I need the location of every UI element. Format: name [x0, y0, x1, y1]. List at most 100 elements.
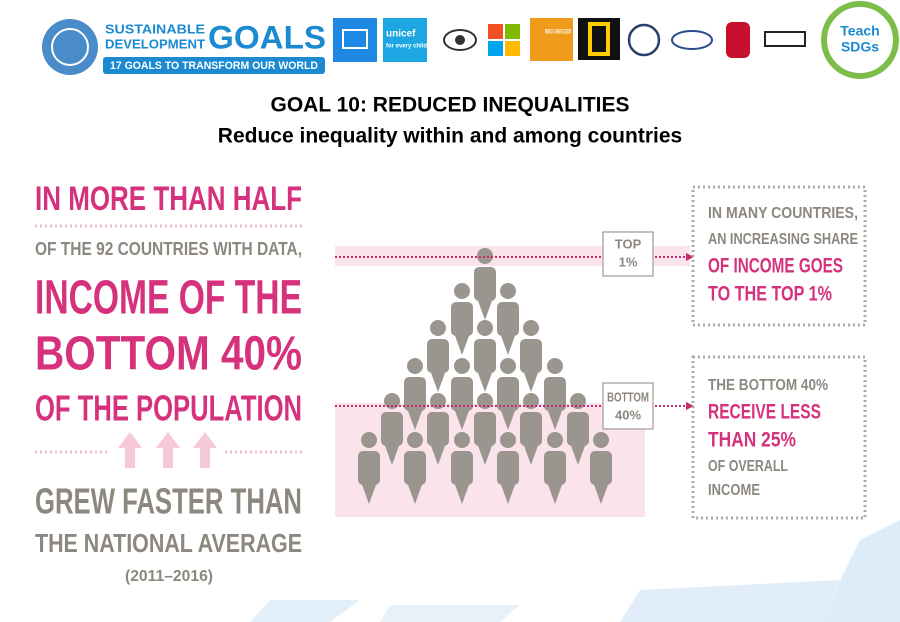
person-part	[427, 412, 449, 446]
person-part	[500, 358, 516, 374]
ms-logo	[488, 24, 503, 39]
person-part	[454, 333, 470, 355]
left-line: GREW FASTER THAN	[35, 481, 302, 522]
box-line: OF INCOME GOES	[708, 255, 843, 278]
bg-shape	[250, 600, 360, 622]
label-text: TOP	[615, 236, 642, 251]
person-part	[570, 393, 586, 409]
person-part	[590, 451, 612, 485]
person-part	[430, 320, 446, 336]
person-part	[497, 451, 519, 485]
logo-bar	[103, 57, 325, 74]
person-part	[474, 339, 496, 373]
person-part	[407, 482, 423, 504]
person-part	[451, 451, 473, 485]
box-line: TO THE TOP 1%	[708, 283, 832, 306]
person-part	[454, 283, 470, 299]
unesco-logo	[342, 29, 368, 49]
label-text: BOTTOM	[607, 389, 649, 404]
un-emblem	[42, 19, 98, 75]
left-line: OF THE POPULATION	[35, 388, 302, 429]
left-line: BOTTOM 40%	[35, 328, 302, 381]
person-part	[570, 443, 586, 465]
person-part	[500, 432, 516, 448]
person-part	[523, 370, 539, 392]
up-arrows	[118, 432, 217, 468]
info-box	[691, 355, 867, 520]
info-box	[691, 185, 867, 327]
logo-text: SUSTAINABLE	[105, 21, 205, 36]
bg-shape	[380, 605, 520, 622]
ms-logo	[505, 41, 520, 56]
unesco-logo	[333, 18, 377, 62]
ms-logo	[505, 24, 520, 39]
person-part	[547, 482, 563, 504]
box-line: THE BOTTOM 40%	[708, 377, 828, 394]
person-part	[497, 302, 519, 336]
bg-shape	[820, 520, 900, 622]
unicef-logo	[383, 18, 427, 62]
person-part	[544, 377, 566, 411]
ms-logo	[488, 41, 503, 56]
person-part	[593, 482, 609, 504]
subtitle: Reduce inequality within and among count…	[218, 125, 682, 148]
person-part	[384, 443, 400, 465]
left-line: (2011–2016)	[125, 568, 213, 585]
people	[358, 248, 612, 504]
person-part	[474, 267, 496, 301]
person-part	[477, 443, 493, 465]
logo-text: for every child	[386, 44, 427, 50]
person-part	[430, 393, 446, 409]
arrow-head	[686, 402, 694, 410]
logo-text: WORLD'S LARGEST LESSON	[545, 30, 571, 36]
box-line: AN INCREASING SHARE	[708, 231, 858, 248]
person-part	[430, 443, 446, 465]
box-line: OF OVERALL	[708, 458, 788, 475]
person-part	[544, 451, 566, 485]
person-part	[547, 358, 563, 374]
box-line: IN MANY COUNTRIES,	[708, 205, 858, 222]
person-part	[404, 377, 426, 411]
left-line: IN MORE THAN HALF	[35, 180, 302, 218]
person-part	[381, 412, 403, 446]
teach-sdgs-logo	[821, 1, 899, 79]
person-part	[427, 339, 449, 373]
left-line: OF THE 92 COUNTRIES WITH DATA,	[35, 239, 302, 259]
eye-logo	[443, 29, 477, 51]
person-part	[454, 432, 470, 448]
partner-logo	[671, 30, 713, 50]
person-part	[451, 302, 473, 336]
person-part	[477, 370, 493, 392]
natgeo-logo	[588, 22, 610, 56]
person-part	[547, 432, 563, 448]
person-part	[500, 333, 516, 355]
box-line: THAN 25%	[708, 429, 796, 452]
label-text: 1%	[619, 254, 638, 269]
left-line: INCOME OF THE	[35, 272, 302, 325]
p-logo	[627, 23, 661, 57]
logo-text: Teach	[840, 23, 879, 39]
left-line: THE NATIONAL AVERAGE	[35, 528, 302, 558]
person-part	[407, 432, 423, 448]
logo-text: DEVELOPMENT	[105, 36, 205, 51]
wll-logo	[530, 18, 573, 61]
label-text: 40%	[615, 407, 641, 422]
un-emblem	[51, 28, 89, 66]
person-part	[361, 432, 377, 448]
bg-shape	[620, 580, 840, 622]
arrow-head	[686, 253, 694, 261]
person-part	[500, 482, 516, 504]
partner-logo	[764, 31, 806, 47]
logo-text: 17 GOALS TO TRANSFORM OUR WORLD	[110, 60, 318, 72]
logo-text: SDGs	[841, 39, 879, 55]
box-line: RECEIVE LESS	[708, 401, 821, 424]
person-part	[477, 298, 493, 320]
person-part	[358, 451, 380, 485]
person-part	[474, 412, 496, 446]
person-part	[523, 320, 539, 336]
person-part	[361, 482, 377, 504]
person-part	[500, 283, 516, 299]
person-part	[593, 432, 609, 448]
